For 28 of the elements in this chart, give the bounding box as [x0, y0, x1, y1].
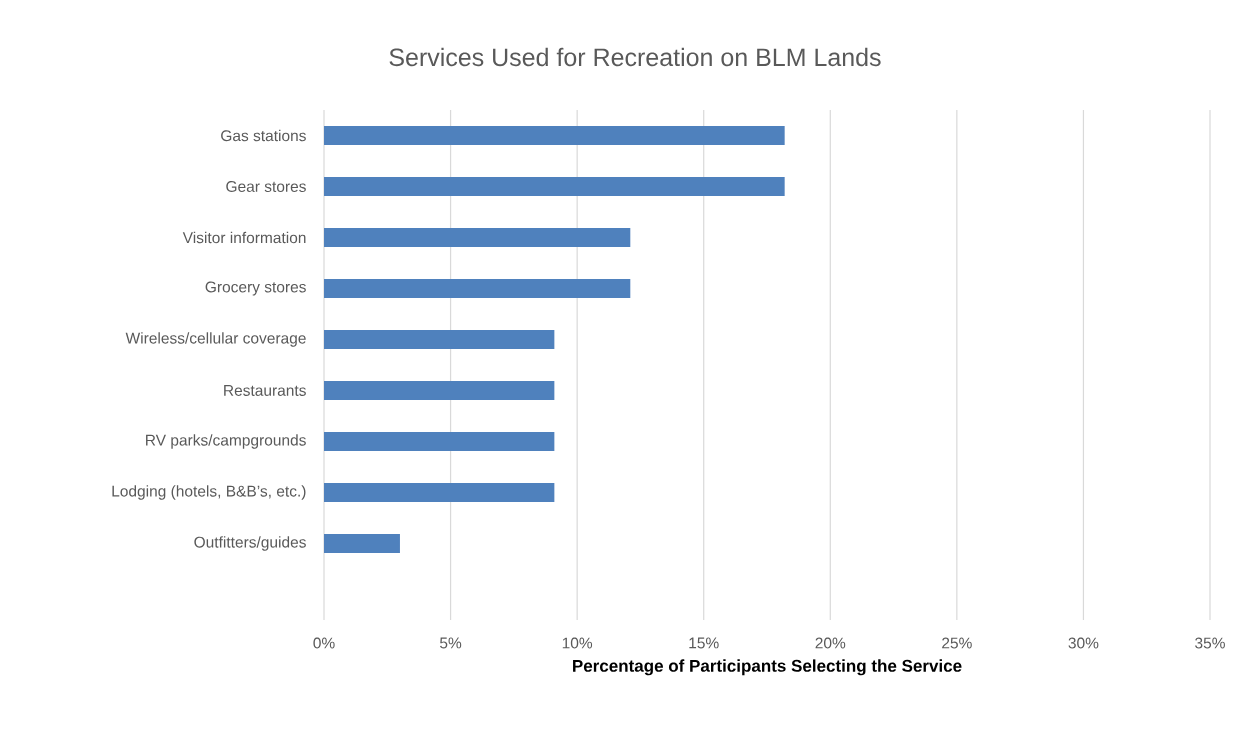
x-tick-label: 35% — [1195, 637, 1225, 649]
y-tick-label: Gear stores — [226, 181, 306, 192]
chart-title: Services Used for Recreation on BLM Lands — [389, 47, 881, 67]
y-tick-label: Visitor information — [182, 231, 306, 244]
x-tick-label: 15% — [689, 637, 719, 649]
x-tick-label: 20% — [815, 637, 846, 649]
x-tick-label: 5% — [440, 637, 462, 649]
x-tick-label: 10% — [562, 637, 593, 649]
bar — [324, 279, 631, 298]
y-tick-label: Wireless/cellular coverage — [125, 332, 306, 347]
bar — [324, 432, 555, 451]
bar — [324, 126, 785, 145]
y-tick-label: RV parks/campgrounds — [146, 434, 306, 449]
y-tick-label: Outfitters/guides — [194, 536, 306, 551]
bar — [324, 482, 555, 502]
y-tick-label: Gas stations — [221, 129, 306, 142]
bar — [324, 177, 785, 196]
bar — [324, 330, 555, 349]
x-tick-label: 25% — [942, 637, 972, 649]
x-tick-label: 0% — [313, 637, 335, 649]
y-tick-label: Restaurants — [224, 385, 306, 396]
x-tick-label: 30% — [1068, 637, 1099, 649]
x-axis-title: Percentage of Participants Selecting the Service — [573, 659, 962, 676]
bar — [324, 228, 631, 247]
y-tick-label: Lodging (hotels, B&B’s, etc.) — [112, 485, 306, 500]
bar — [324, 380, 555, 400]
bar — [324, 533, 400, 553]
y-tick-label: Grocery stores — [205, 281, 306, 296]
